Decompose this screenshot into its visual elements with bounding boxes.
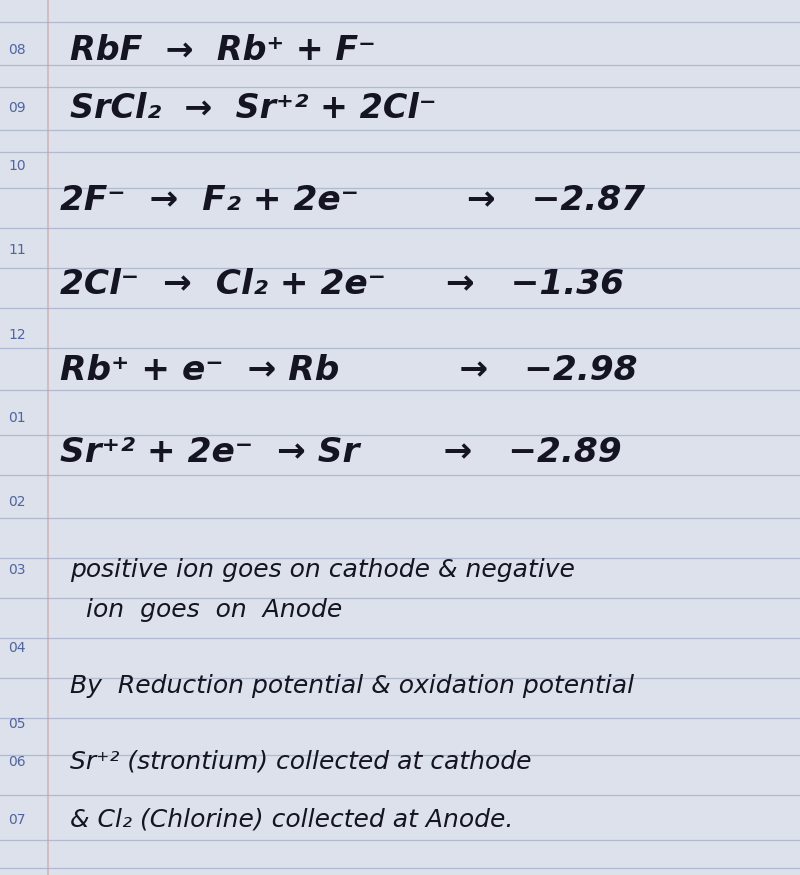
Text: 08: 08 xyxy=(8,43,26,57)
Text: SrCl₂  →  Sr⁺² + 2Cl⁻: SrCl₂ → Sr⁺² + 2Cl⁻ xyxy=(70,92,437,124)
Text: positive ion goes on cathode & negative: positive ion goes on cathode & negative xyxy=(70,558,575,582)
Text: 06: 06 xyxy=(8,755,26,769)
Text: 02: 02 xyxy=(8,495,26,509)
Text: 04: 04 xyxy=(8,641,26,655)
Text: 11: 11 xyxy=(8,243,26,257)
Text: 2Cl⁻  →  Cl₂ + 2e⁻     →   −1.36: 2Cl⁻ → Cl₂ + 2e⁻ → −1.36 xyxy=(60,269,624,302)
Text: 03: 03 xyxy=(8,563,26,577)
Text: 2F⁻  →  F₂ + 2e⁻         →   −2.87: 2F⁻ → F₂ + 2e⁻ → −2.87 xyxy=(60,184,645,216)
Text: 09: 09 xyxy=(8,101,26,115)
Text: 10: 10 xyxy=(8,159,26,173)
Text: 01: 01 xyxy=(8,411,26,425)
Text: Rb⁺ + e⁻  → Rb          →   −2.98: Rb⁺ + e⁻ → Rb → −2.98 xyxy=(60,354,638,387)
Text: 12: 12 xyxy=(8,328,26,342)
Text: By  Reduction potential & oxidation potential: By Reduction potential & oxidation poten… xyxy=(70,674,634,698)
Text: & Cl₂ (Chlorine) collected at Anode.: & Cl₂ (Chlorine) collected at Anode. xyxy=(70,808,514,832)
Text: Sr⁺² (strontium) collected at cathode: Sr⁺² (strontium) collected at cathode xyxy=(70,750,531,774)
Text: 07: 07 xyxy=(8,813,26,827)
Text: Sr⁺² + 2e⁻  → Sr       →   −2.89: Sr⁺² + 2e⁻ → Sr → −2.89 xyxy=(60,437,622,470)
Text: 05: 05 xyxy=(8,717,26,731)
Text: RbF  →  Rb⁺ + F⁻: RbF → Rb⁺ + F⁻ xyxy=(70,33,376,66)
Text: ion  goes  on  Anode: ion goes on Anode xyxy=(70,598,342,622)
